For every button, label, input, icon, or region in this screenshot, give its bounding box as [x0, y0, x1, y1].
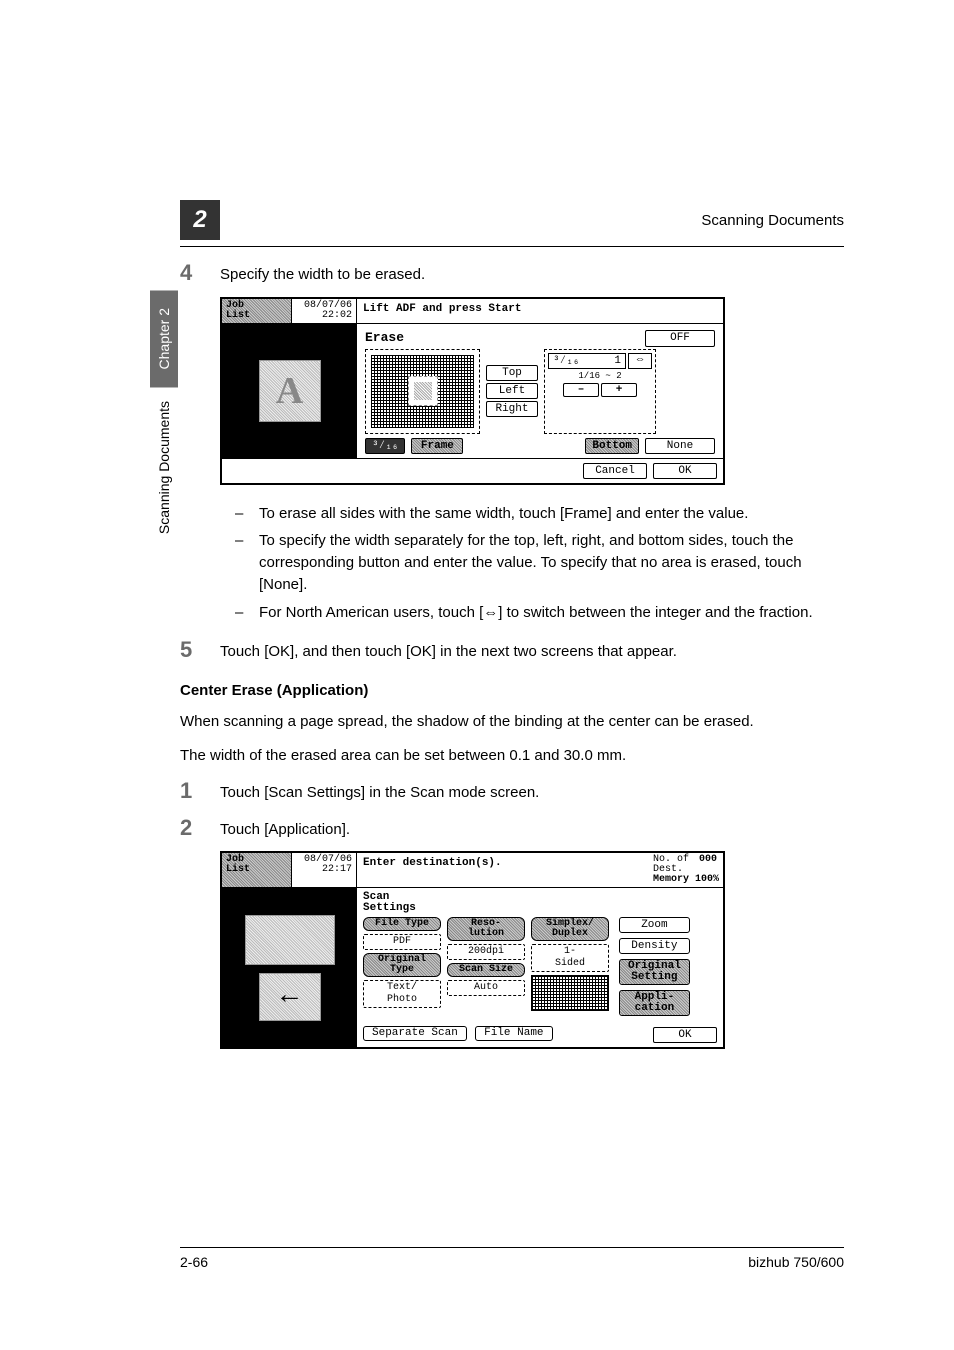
file-type-value: PDF: [363, 934, 441, 950]
side-tab: Chapter 2 Scanning Documents: [150, 290, 178, 545]
fraction-mode-button[interactable]: ³⁄₁₆: [365, 438, 405, 454]
scan-size-value: Auto: [447, 980, 525, 996]
step-number: 5: [180, 637, 220, 664]
side-section-label: Scanning Documents: [150, 391, 178, 544]
top-button[interactable]: Top: [486, 365, 538, 381]
frame-button[interactable]: Frame: [411, 438, 463, 454]
step-text: Touch [OK], and then touch [OK] in the n…: [220, 637, 677, 664]
bottom-button[interactable]: Bottom: [585, 438, 639, 454]
application-button[interactable]: Appli- cation: [619, 990, 690, 1016]
cancel-button[interactable]: Cancel: [583, 463, 647, 479]
lcd-scan-settings-screenshot: Job List 08/07/06 22:17 Enter destinatio…: [220, 851, 725, 1049]
section-p1: When scanning a page spread, the shadow …: [180, 711, 844, 733]
step-2: 2 Touch [Application].: [180, 815, 844, 842]
lcd-datetime: 08/07/06 22:17: [292, 853, 357, 887]
erase-preview: [365, 349, 480, 434]
lcd-datetime: 08/07/06 22:02: [292, 299, 357, 323]
file-type-label[interactable]: File Type: [363, 917, 441, 931]
step-number: 4: [180, 260, 220, 287]
section-p2: The width of the erased area can be set …: [180, 745, 844, 767]
step-text: Specify the width to be erased.: [220, 260, 425, 287]
side-chapter-label: Chapter 2: [150, 290, 178, 387]
step-number: 2: [180, 815, 220, 842]
left-button[interactable]: Left: [486, 383, 538, 399]
original-type-label[interactable]: Original Type: [363, 953, 441, 977]
zoom-button[interactable]: Zoom: [619, 917, 690, 933]
empty-slot: [531, 975, 609, 1011]
resolution-label[interactable]: Reso- lution: [447, 917, 525, 941]
preview-a-icon: A: [259, 360, 321, 422]
lcd-message: Lift ADF and press Start: [357, 299, 723, 323]
resolution-value: 200dpi: [447, 944, 525, 960]
minus-button[interactable]: –: [563, 383, 599, 397]
none-button[interactable]: None: [645, 438, 715, 454]
separate-scan-button[interactable]: Separate Scan: [363, 1026, 467, 1041]
simplex-label[interactable]: Simplex/ Duplex: [531, 917, 609, 941]
page-footer: 2-66 bizhub 750/600: [180, 1247, 844, 1270]
job-list-button[interactable]: Job List: [222, 299, 292, 323]
notes-list: To erase all sides with the same width, …: [235, 503, 844, 624]
note-2: To specify the width separately for the …: [259, 530, 844, 595]
file-name-button[interactable]: File Name: [475, 1026, 553, 1041]
chapter-badge: 2: [180, 200, 220, 240]
side-buttons: Top Left Right: [486, 349, 538, 434]
lcd-erase-screenshot: Job List 08/07/06 22:02 Lift ADF and pre…: [220, 297, 725, 485]
step-text: Touch [Application].: [220, 815, 350, 842]
section-title: Center Erase (Application): [180, 682, 844, 699]
memory-status: No. of Dest. 000 Memory 100%: [647, 853, 723, 887]
back-arrow-icon[interactable]: ←: [259, 973, 321, 1021]
step-1: 1 Touch [Scan Settings] in the Scan mode…: [180, 778, 844, 805]
lcd-preview-pane: A: [222, 324, 357, 458]
ok-button[interactable]: OK: [653, 1027, 717, 1043]
range-text: 1/16 ~ 2: [578, 371, 621, 381]
scan-size-label[interactable]: Scan Size: [447, 963, 525, 977]
step-text: Touch [Scan Settings] in the Scan mode s…: [220, 778, 539, 805]
step-number: 1: [180, 778, 220, 805]
erase-title: Erase: [365, 330, 404, 345]
value-display: ³⁄₁₆ 1: [548, 353, 626, 369]
original-setting-button[interactable]: Original Setting: [619, 959, 690, 985]
page-number: 2-66: [180, 1254, 208, 1270]
ok-button[interactable]: OK: [653, 463, 717, 479]
value-controls: ³⁄₁₆ 1 ⇔ 1/16 ~ 2 – +: [544, 349, 656, 434]
original-type-value: Text/ Photo: [363, 980, 441, 1008]
scan-settings-title: Scan Settings: [363, 892, 717, 914]
note-3: For North American users, touch [⇔] to s…: [259, 602, 813, 624]
page-header: 2 Scanning Documents: [180, 200, 844, 247]
simplex-value: 1- Sided: [531, 944, 609, 972]
density-button[interactable]: Density: [619, 938, 690, 954]
note-1: To erase all sides with the same width, …: [259, 503, 748, 525]
job-list-button[interactable]: Job List: [222, 853, 292, 887]
off-button[interactable]: OFF: [645, 330, 715, 347]
header-title: Scanning Documents: [701, 212, 844, 229]
fraction-swap-button[interactable]: ⇔: [628, 353, 652, 369]
lcd-message: Enter destination(s).: [357, 853, 647, 887]
lcd-preview-pane: ←: [222, 888, 357, 1047]
step-5: 5 Touch [OK], and then touch [OK] in the…: [180, 637, 844, 664]
plus-button[interactable]: +: [601, 383, 637, 397]
model-name: bizhub 750/600: [748, 1254, 844, 1270]
step-4: 4 Specify the width to be erased.: [180, 260, 844, 287]
right-button[interactable]: Right: [486, 401, 538, 417]
